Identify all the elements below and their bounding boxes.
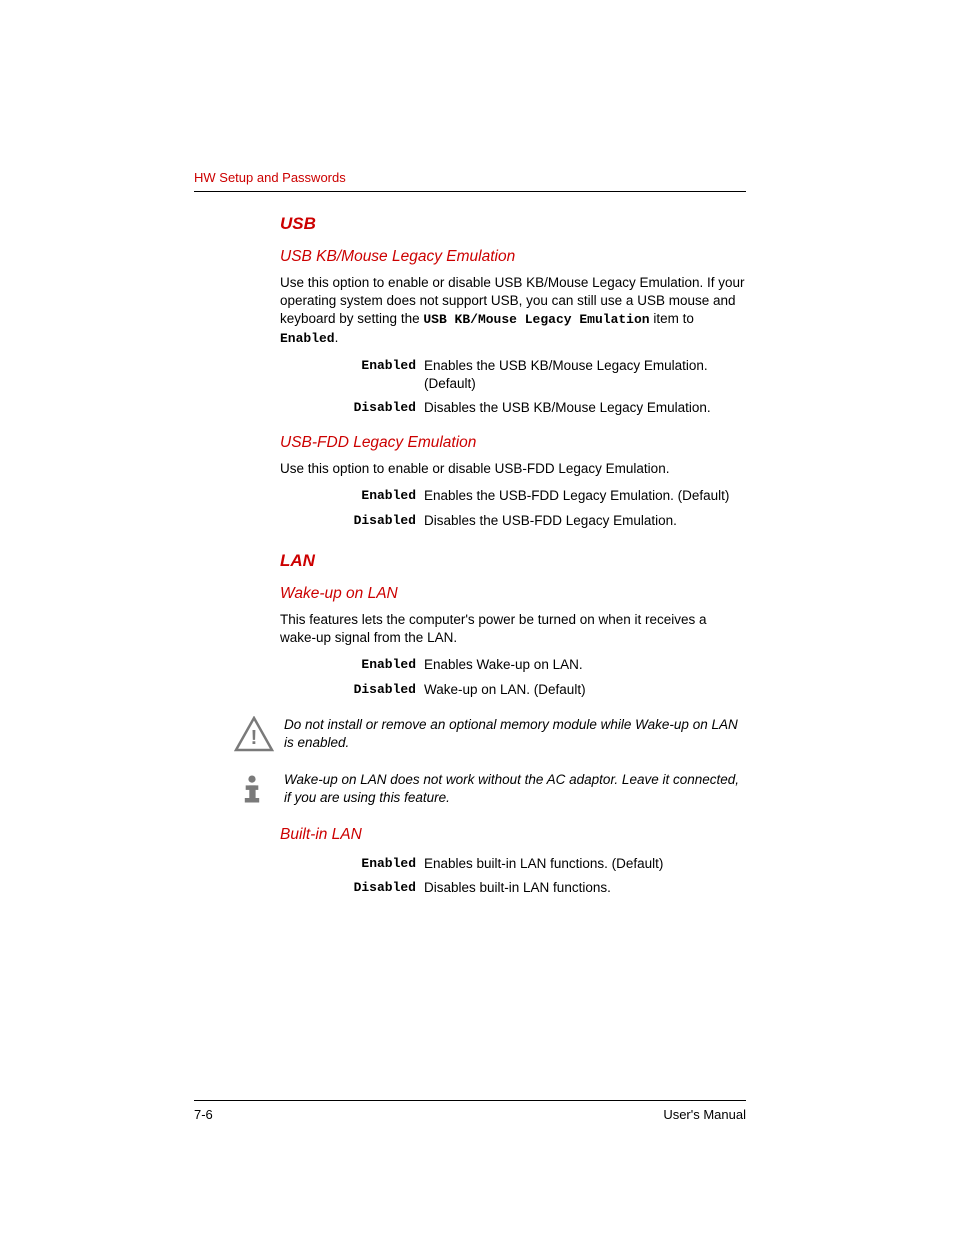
table-row: Disabled Wake-up on LAN. (Default) [330,678,594,702]
text: . [335,330,339,345]
usb-fdd-options: Enabled Enables the USB-FDD Legacy Emula… [330,484,737,532]
wake-on-lan-options: Enabled Enables Wake-up on LAN. Disabled… [330,653,594,701]
heading-usb-fdd: USB-FDD Legacy Emulation [280,434,746,452]
heading-usb-kb-mouse: USB KB/Mouse Legacy Emulation [280,248,746,266]
usb-kb-mouse-options: Enabled Enables the USB KB/Mouse Legacy … [330,354,746,421]
option-label: Enabled [330,852,424,876]
option-label: Disabled [330,876,424,900]
option-desc: Enables the USB-FDD Legacy Emulation. (D… [424,484,737,508]
header-rule [194,191,746,192]
table-row: Enabled Enables the USB KB/Mouse Legacy … [330,354,746,396]
info-text: Wake-up on LAN does not work without the… [284,771,746,807]
header-section-title: HW Setup and Passwords [194,170,746,185]
usb-fdd-intro: Use this option to enable or disable USB… [280,460,746,478]
option-desc: Wake-up on LAN. (Default) [424,678,594,702]
usb-kb-mouse-intro: Use this option to enable or disable USB… [280,274,746,348]
info-note: Wake-up on LAN does not work without the… [234,771,746,812]
content-area: USB USB KB/Mouse Legacy Emulation Use th… [280,214,746,900]
option-label: Disabled [330,678,424,702]
footer-rule [194,1100,746,1101]
wake-on-lan-intro: This features lets the computer's power … [280,611,746,647]
option-desc: Enables built-in LAN functions. (Default… [424,852,671,876]
builtin-lan-options: Enabled Enables built-in LAN functions. … [330,852,671,900]
option-desc: Enables Wake-up on LAN. [424,653,594,677]
mono-text: USB KB/Mouse Legacy Emulation [423,312,649,327]
warning-note: ! Do not install or remove an optional m… [234,716,746,757]
table-row: Enabled Enables built-in LAN functions. … [330,852,671,876]
table-row: Disabled Disables the USB KB/Mouse Legac… [330,396,746,420]
table-row: Disabled Disables the USB-FDD Legacy Emu… [330,509,737,533]
manual-label: User's Manual [663,1107,746,1122]
svg-text:!: ! [251,727,258,749]
option-label: Enabled [330,484,424,508]
heading-lan: LAN [280,551,746,571]
warning-icon: ! [234,716,274,757]
table-row: Enabled Enables Wake-up on LAN. [330,653,594,677]
option-label: Enabled [330,653,424,677]
option-label: Disabled [330,396,424,420]
option-desc: Enables the USB KB/Mouse Legacy Emulatio… [424,354,746,396]
mono-text: Enabled [280,331,335,346]
table-row: Enabled Enables the USB-FDD Legacy Emula… [330,484,737,508]
option-desc: Disables built-in LAN functions. [424,876,671,900]
option-desc: Disables the USB-FDD Legacy Emulation. [424,509,737,533]
option-label: Enabled [330,354,424,396]
table-row: Disabled Disables built-in LAN functions… [330,876,671,900]
info-icon [234,771,274,812]
text: item to [650,311,694,326]
page-number: 7-6 [194,1107,213,1122]
heading-builtin-lan: Built-in LAN [280,826,746,844]
heading-usb: USB [280,214,746,234]
heading-wake-on-lan: Wake-up on LAN [280,585,746,603]
footer: 7-6 User's Manual [194,1100,746,1122]
warning-text: Do not install or remove an optional mem… [284,716,746,752]
option-desc: Disables the USB KB/Mouse Legacy Emulati… [424,396,746,420]
option-label: Disabled [330,509,424,533]
